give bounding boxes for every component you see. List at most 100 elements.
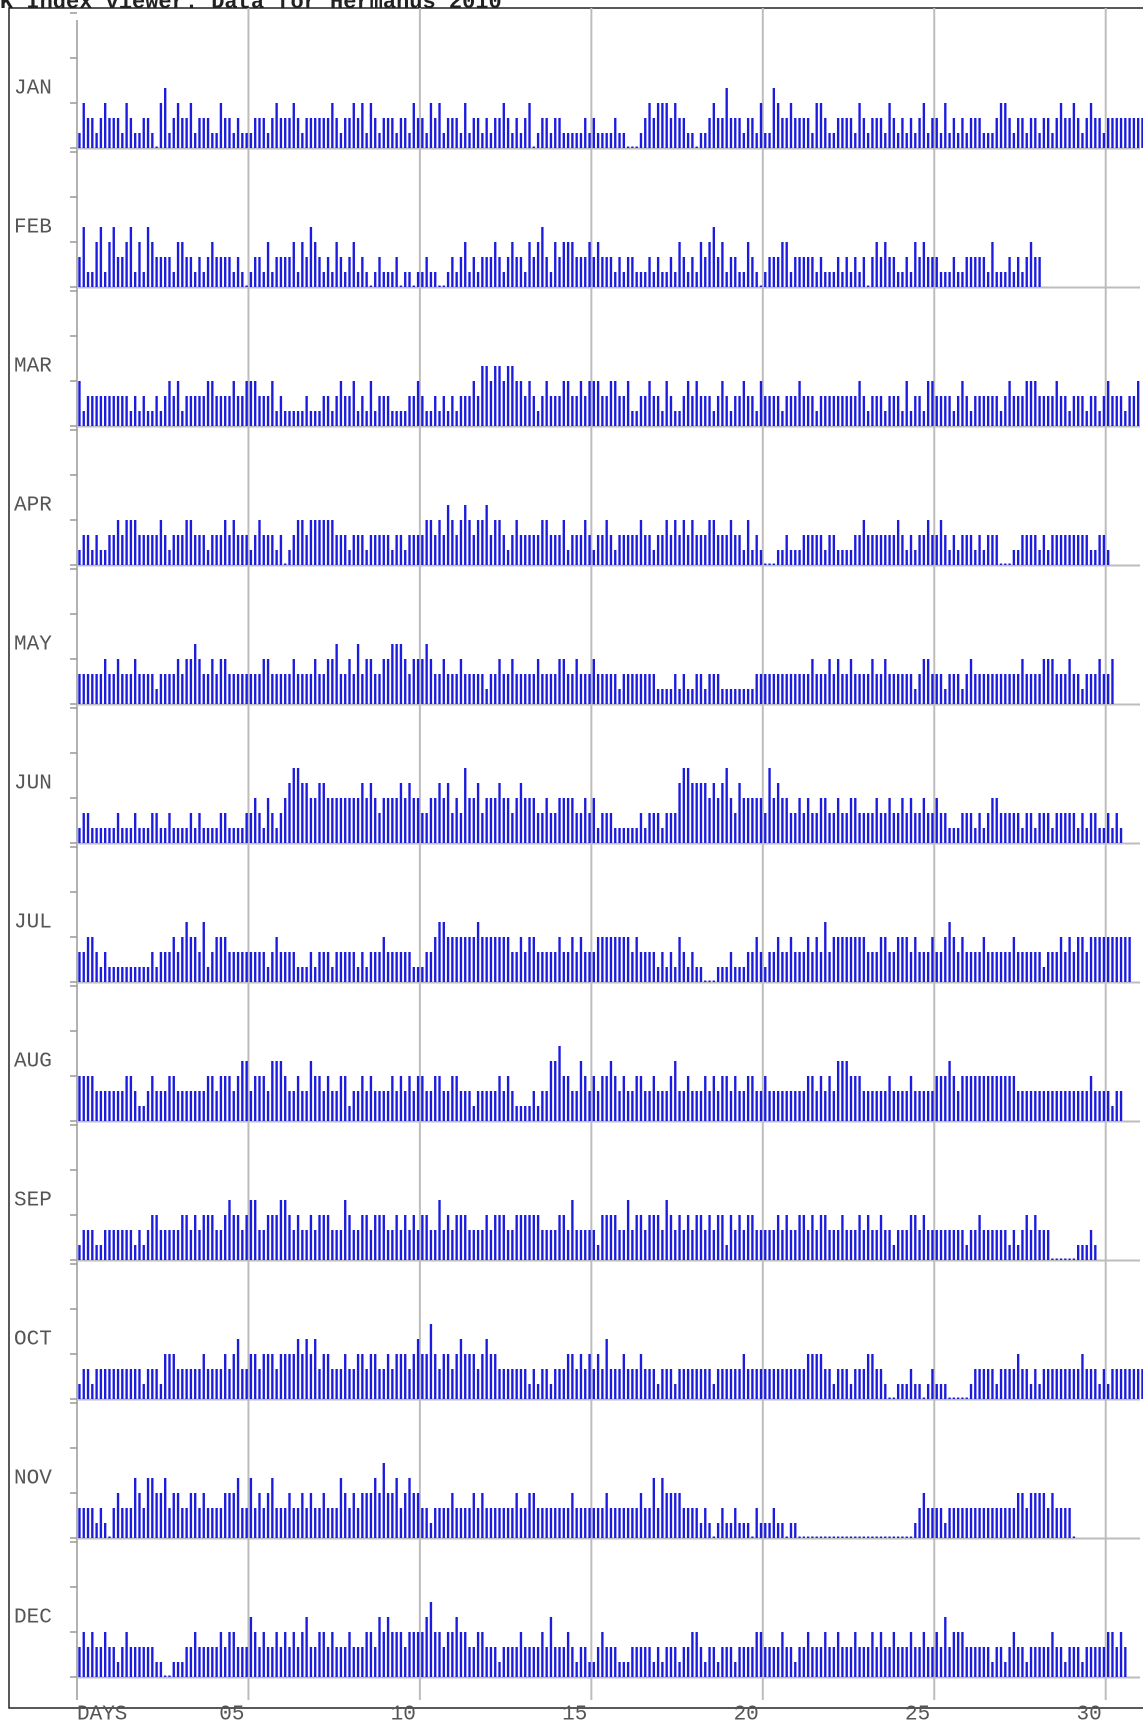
bar xyxy=(498,937,501,982)
bar xyxy=(412,659,415,704)
bar xyxy=(995,952,998,982)
bar xyxy=(806,937,810,982)
bar xyxy=(884,535,887,565)
bar xyxy=(151,1369,154,1399)
bar xyxy=(871,118,874,148)
bar xyxy=(95,1369,98,1399)
bar xyxy=(849,937,853,982)
bar xyxy=(712,103,716,148)
bar xyxy=(956,1508,960,1538)
bar xyxy=(1085,1245,1088,1260)
bar xyxy=(905,674,908,704)
bar xyxy=(824,1632,827,1677)
bar xyxy=(335,1091,338,1121)
bar xyxy=(704,1230,707,1260)
bar xyxy=(965,1508,968,1538)
bar xyxy=(948,1508,951,1538)
bar xyxy=(866,535,870,565)
bar xyxy=(738,689,741,704)
bar xyxy=(494,1508,497,1538)
bar xyxy=(974,1076,977,1121)
bar xyxy=(824,798,827,843)
bar xyxy=(142,967,145,982)
bar xyxy=(601,535,604,565)
bar xyxy=(194,1369,197,1399)
bar xyxy=(674,272,677,287)
bar xyxy=(944,1617,947,1677)
bar xyxy=(468,674,471,704)
bar xyxy=(245,674,248,704)
bar xyxy=(721,1076,724,1121)
bar xyxy=(1132,396,1136,426)
bar xyxy=(1068,535,1071,565)
bar xyxy=(134,272,137,287)
bar xyxy=(961,1397,964,1399)
bar xyxy=(592,118,595,148)
bar xyxy=(356,798,360,843)
bar xyxy=(742,1647,746,1677)
bar xyxy=(164,1478,167,1538)
bar xyxy=(802,1091,806,1121)
bar xyxy=(378,1617,381,1677)
bar xyxy=(879,257,883,287)
bar xyxy=(592,1662,595,1677)
bar xyxy=(374,798,377,843)
bar xyxy=(1094,118,1097,148)
bar xyxy=(116,1230,120,1260)
bar xyxy=(652,1478,656,1538)
bar xyxy=(369,535,373,565)
bar xyxy=(288,1091,291,1121)
bar xyxy=(211,828,214,843)
bar xyxy=(116,520,120,565)
bar xyxy=(794,1523,797,1538)
bar xyxy=(819,798,823,843)
bar xyxy=(901,798,904,843)
bar xyxy=(1115,1647,1118,1677)
bar xyxy=(528,798,531,843)
bar xyxy=(129,411,133,426)
bar xyxy=(519,1508,523,1538)
bar xyxy=(952,1076,956,1121)
bar xyxy=(888,535,891,565)
bar xyxy=(1051,1258,1054,1260)
bar xyxy=(1051,1493,1054,1538)
bar xyxy=(995,674,998,704)
bar xyxy=(446,1215,450,1260)
bar xyxy=(746,396,750,426)
bar xyxy=(284,798,287,843)
bar xyxy=(296,520,300,565)
bar xyxy=(1111,659,1114,704)
bar xyxy=(352,1369,355,1399)
bar xyxy=(914,133,917,148)
bar xyxy=(266,1354,270,1399)
bar xyxy=(781,550,784,565)
bar xyxy=(198,535,201,565)
bar xyxy=(986,1230,990,1260)
bar xyxy=(108,674,111,704)
bar xyxy=(704,1369,707,1399)
bar xyxy=(986,952,990,982)
bar xyxy=(601,396,604,426)
bar xyxy=(502,937,505,982)
bar xyxy=(695,1632,698,1677)
bar xyxy=(215,1230,218,1260)
bar xyxy=(686,272,690,287)
bar xyxy=(549,952,553,982)
bar xyxy=(905,550,908,565)
bar xyxy=(991,535,994,565)
bar xyxy=(802,1647,806,1677)
bar xyxy=(489,257,493,287)
bar xyxy=(305,535,308,565)
bar xyxy=(519,133,523,148)
bar xyxy=(151,1076,154,1121)
bar xyxy=(519,937,523,982)
bar xyxy=(926,1091,930,1121)
bar xyxy=(134,520,137,565)
bar xyxy=(374,1091,377,1121)
bar xyxy=(134,133,137,148)
bar xyxy=(322,952,325,982)
bar xyxy=(935,118,938,148)
bar xyxy=(459,1091,463,1121)
bar xyxy=(952,1397,956,1399)
bar xyxy=(245,1215,248,1260)
